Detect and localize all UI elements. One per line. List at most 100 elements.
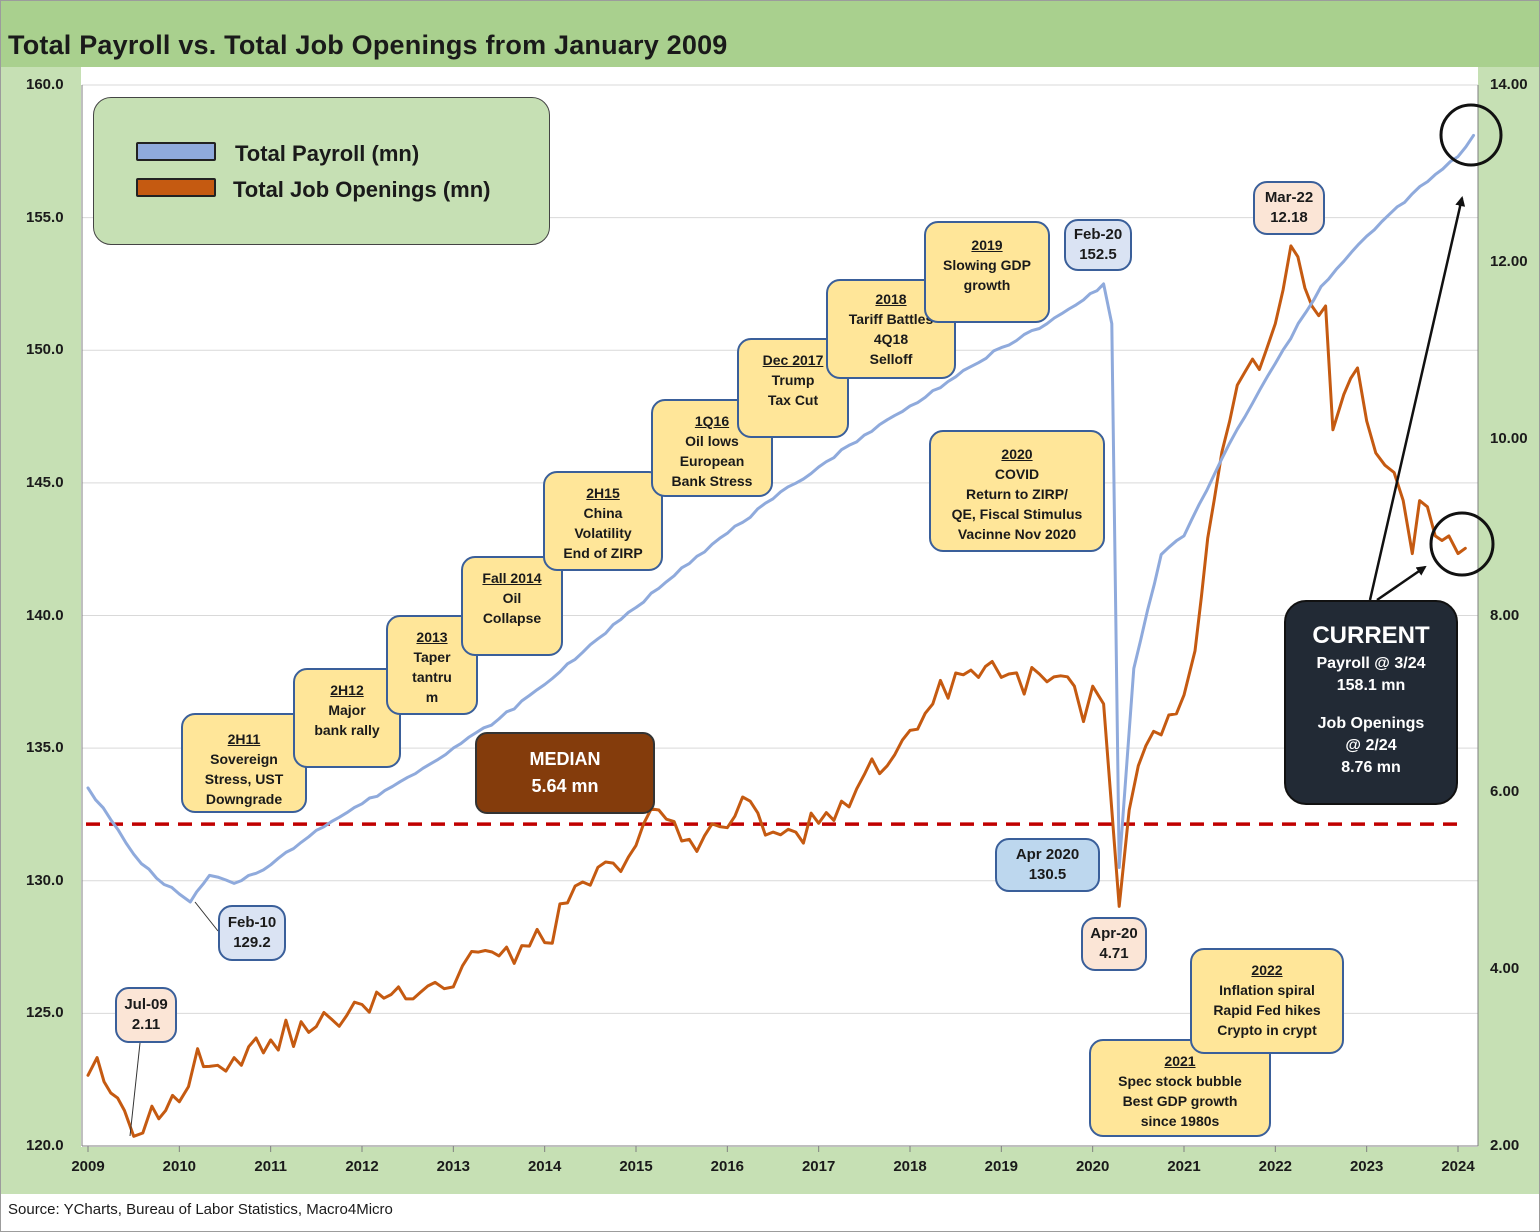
event-2013-heading: 2013 xyxy=(416,629,448,645)
bottom-axis-panel xyxy=(1,1147,1539,1194)
x-tick-label: 2016 xyxy=(710,1158,745,1175)
callout-mar22-date: Mar-22 xyxy=(1264,189,1314,206)
event-box-2h12: 2H12 Major bank rally xyxy=(293,668,401,768)
callout-feb10-leader xyxy=(194,901,219,932)
x-tick-label: 2024 xyxy=(1441,1158,1475,1175)
event-fall2014-line: Oil xyxy=(502,590,522,606)
current-box: CURRENT Payroll @ 3/24 158.1 mn Job Open… xyxy=(1284,600,1458,805)
callout-apr20: Apr-20 4.71 xyxy=(1081,917,1147,971)
event-2h15-heading: 2H15 xyxy=(586,485,620,501)
event-2021-heading: 2021 xyxy=(1164,1053,1196,1069)
x-tick-label: 2013 xyxy=(436,1158,471,1175)
callout-jul09-leader xyxy=(129,1042,141,1137)
event-2h11-line: Sovereign xyxy=(210,751,278,767)
y-left-tick-label: 155.0 xyxy=(26,208,64,226)
legend-label-openings: Total Job Openings (mn) xyxy=(233,177,491,202)
arrow-to-openings xyxy=(1376,565,1427,602)
y-left-tick-label: 140.0 xyxy=(26,606,64,624)
event-2021-line: Spec stock bubble xyxy=(1118,1073,1242,1089)
legend-swatch-openings xyxy=(136,178,216,197)
callout-apr20-date: Apr-20 xyxy=(1090,925,1138,942)
legend-label-payroll: Total Payroll (mn) xyxy=(235,141,420,166)
y-right-tick-label: 12.00 xyxy=(1490,252,1528,270)
arrow-to-payroll xyxy=(1368,196,1466,601)
event-box-2h15: 2H15 China Volatility End of ZIRP xyxy=(543,471,663,571)
series-lines xyxy=(86,133,1475,1138)
event-box-1q16: 1Q16 Oil lows European Bank Stress xyxy=(651,399,773,497)
current-title: CURRENT xyxy=(1312,622,1430,649)
y-right-tick-label: 4.00 xyxy=(1490,960,1520,978)
title-bar xyxy=(1,1,1539,67)
current-openings-circle xyxy=(1429,511,1495,577)
y-right-tick-label: 8.00 xyxy=(1490,606,1520,624)
event-2h12-line: Major xyxy=(328,702,366,718)
event-box-2021: 2021 Spec stock bubble Best GDP growth s… xyxy=(1089,1039,1271,1137)
event-2020-line: Vacinne Nov 2020 xyxy=(957,526,1077,542)
y-left-tick-label: 130.0 xyxy=(26,871,64,889)
event-1q16-line: European xyxy=(679,453,745,469)
event-2018-line: Selloff xyxy=(869,351,913,367)
x-tick-label: 2022 xyxy=(1258,1158,1293,1175)
event-box-dec2017: Dec 2017 Trump Tax Cut xyxy=(737,338,849,438)
x-tick-label: 2018 xyxy=(893,1158,927,1175)
event-2022-heading: 2022 xyxy=(1251,962,1283,978)
y-right-tick-label: 2.00 xyxy=(1490,1137,1520,1154)
y-right-tick-label: 6.00 xyxy=(1490,783,1520,801)
y-left-tick-label: 150.0 xyxy=(26,341,64,359)
event-2021-line: since 1980s xyxy=(1140,1113,1220,1129)
event-2019-heading: 2019 xyxy=(971,237,1003,253)
callout-feb20: Feb-20 152.5 xyxy=(1064,219,1132,271)
median-label: MEDIAN xyxy=(529,749,601,769)
event-2h12-line: bank rally xyxy=(314,722,380,738)
x-tick-label: 2021 xyxy=(1167,1158,1201,1175)
event-fall2014-heading: Fall 2014 xyxy=(482,570,542,586)
callout-feb10: Feb-10 129.2 xyxy=(218,905,286,961)
x-tick-label: 2014 xyxy=(527,1158,562,1175)
source-note: Source: YCharts, Bureau of Labor Statist… xyxy=(8,1201,393,1218)
callout-jul09-value: 2.11 xyxy=(131,1016,161,1033)
callout-feb10-value: 129.2 xyxy=(233,934,271,951)
event-2022-line: Inflation spiral xyxy=(1219,982,1315,998)
event-2h11-line: Stress, UST xyxy=(204,771,284,787)
event-2020-line: Return to ZIRP/ xyxy=(966,486,1068,502)
event-2013-line: tantru xyxy=(412,669,452,685)
event-2020-line: QE, Fiscal Stimulus xyxy=(951,506,1083,522)
callout-feb20-value: 152.5 xyxy=(1079,246,1117,263)
event-dec2017-line: Tax Cut xyxy=(767,392,819,408)
event-1q16-line: Oil lows xyxy=(685,433,739,449)
callout-mar22-value: 12.18 xyxy=(1270,209,1308,226)
legend-swatch-payroll xyxy=(136,142,216,161)
event-2h11-line: Downgrade xyxy=(205,791,283,807)
current-payroll-value: 158.1 mn xyxy=(1336,677,1406,694)
y-right-tick-label: 14.00 xyxy=(1490,76,1528,93)
callout-mar22: Mar-22 12.18 xyxy=(1253,181,1325,235)
event-2h15-line: China xyxy=(583,505,623,521)
event-2h15-line: Volatility xyxy=(574,525,632,541)
event-box-2h11: 2H11 Sovereign Stress, UST Downgrade xyxy=(181,713,307,813)
annotation-overlay xyxy=(129,103,1503,1137)
event-dec2017-heading: Dec 2017 xyxy=(762,352,824,368)
series-line-total-payroll xyxy=(86,133,1475,904)
callout-apr2020-value: 130.5 xyxy=(1028,866,1067,883)
median-value: 5.64 mn xyxy=(531,776,599,796)
y-left-tick-label: 125.0 xyxy=(26,1004,64,1022)
y-left-tick-label: 145.0 xyxy=(26,473,64,491)
event-box-2022: 2022 Inflation spiral Rapid Fed hikes Cr… xyxy=(1190,948,1344,1054)
current-openings-date: @ 2/24 xyxy=(1345,737,1397,754)
callout-jul09: Jul-09 2.11 xyxy=(115,987,177,1043)
event-box-fall2014: Fall 2014 Oil Collapse xyxy=(461,556,563,656)
current-payroll-label: Payroll @ 3/24 xyxy=(1316,655,1426,672)
event-2020-line: COVID xyxy=(994,466,1040,482)
event-1q16-heading: 1Q16 xyxy=(694,413,730,429)
median-box: MEDIAN 5.64 mn xyxy=(475,732,655,814)
event-2018-heading: 2018 xyxy=(875,291,907,307)
event-2013-line: m xyxy=(425,689,439,705)
x-tick-label: 2010 xyxy=(162,1158,197,1175)
x-tick-label: 2019 xyxy=(984,1158,1019,1175)
callout-jul09-date: Jul-09 xyxy=(124,996,168,1013)
source-bar xyxy=(1,1194,1539,1230)
event-box-2019: 2019 Slowing GDP growth xyxy=(924,221,1050,323)
y-right-tick-label: 10.00 xyxy=(1490,429,1528,447)
x-tick-label: 2015 xyxy=(619,1158,653,1175)
x-tick-label: 2023 xyxy=(1349,1158,1384,1175)
